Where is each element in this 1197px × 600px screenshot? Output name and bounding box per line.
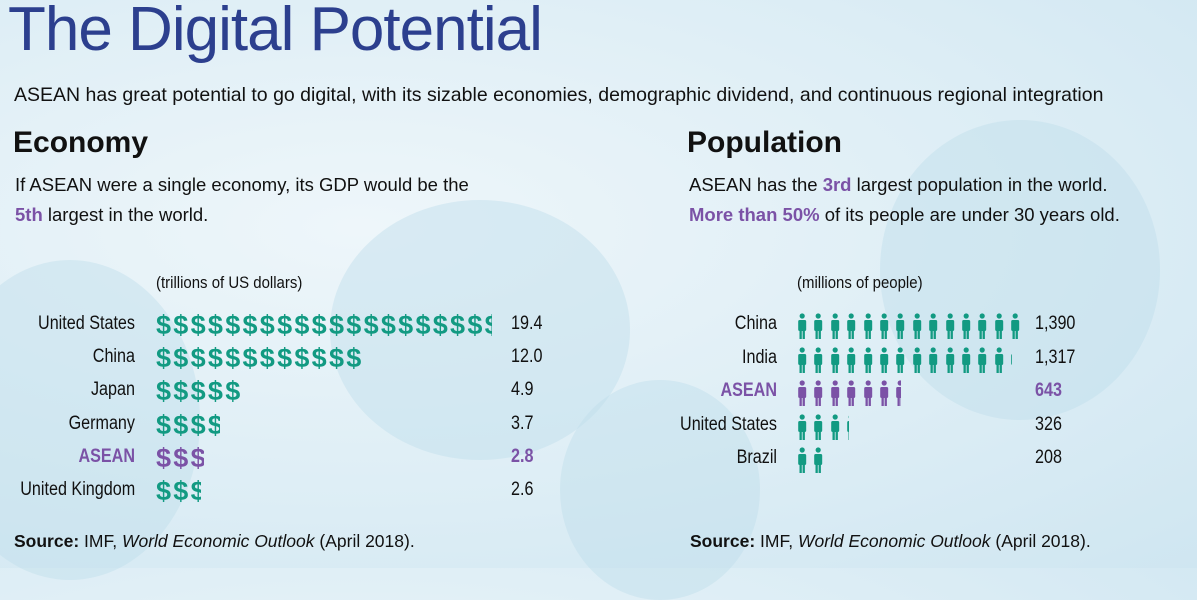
person-icon (911, 309, 927, 341)
person-icon (944, 309, 960, 341)
person-icon (976, 309, 992, 341)
person-icon (796, 343, 812, 375)
person-icon (927, 309, 943, 341)
value-label: 643 (1035, 380, 1062, 402)
economy-heading: Economy (13, 126, 148, 160)
value-label: 2.6 (511, 479, 533, 501)
person-icon (796, 443, 812, 475)
value-label: 1,390 (1035, 313, 1075, 335)
pictograph-bar (796, 309, 1024, 341)
person-icon (911, 343, 927, 375)
page-subtitle: ASEAN has great potential to go digital,… (14, 84, 1103, 107)
person-icon (878, 343, 894, 375)
category-label: ASEAN (117, 380, 777, 402)
person-icon (878, 376, 894, 408)
economy-source: Source: IMF, World Economic Outlook (Apr… (14, 531, 415, 552)
person-icon (829, 376, 845, 408)
person-icon (960, 309, 976, 341)
person-icon (862, 343, 878, 375)
category-label: Brazil (117, 447, 777, 469)
category-label: China (117, 313, 777, 335)
dollar-icon: $ (156, 475, 173, 507)
population-source: Source: IMF, World Economic Outlook (Apr… (690, 531, 1091, 552)
economy-text: If ASEAN were a single economy, its GDP … (15, 170, 535, 230)
person-icon (1009, 343, 1012, 375)
person-icon (993, 343, 1009, 375)
person-icon (829, 410, 845, 442)
category-label: United States (117, 414, 777, 436)
pictograph-bar (796, 343, 1012, 375)
person-icon (812, 443, 828, 475)
dollar-icon: $ (191, 475, 201, 507)
economy-unit-label: (trillions of US dollars) (156, 273, 302, 293)
person-icon (845, 410, 849, 442)
person-icon (927, 343, 943, 375)
person-icon (1009, 309, 1024, 341)
person-icon (812, 309, 828, 341)
person-icon (796, 376, 812, 408)
person-icon (894, 343, 910, 375)
person-icon (878, 309, 894, 341)
person-icon (845, 343, 861, 375)
person-icon (845, 376, 861, 408)
person-icon (845, 309, 861, 341)
person-icon (960, 343, 976, 375)
pictograph-bar (796, 410, 849, 442)
pictograph-bar (796, 376, 901, 408)
person-icon (812, 376, 828, 408)
population-unit-label: (millions of people) (797, 273, 923, 293)
category-label: India (117, 347, 777, 369)
value-label: 326 (1035, 414, 1062, 436)
person-icon (796, 309, 812, 341)
category-label: United Kingdom (20, 479, 135, 501)
value-label: 1,317 (1035, 347, 1075, 369)
person-icon (894, 309, 910, 341)
person-icon (829, 309, 845, 341)
person-icon (829, 343, 845, 375)
person-icon (862, 376, 878, 408)
page-title: The Digital Potential (8, 0, 542, 65)
person-icon (976, 343, 992, 375)
person-icon (796, 410, 812, 442)
dollar-icon: $ (173, 475, 190, 507)
value-label: 208 (1035, 447, 1062, 469)
person-icon (944, 343, 960, 375)
person-icon (812, 410, 828, 442)
person-icon (812, 343, 828, 375)
person-icon (862, 309, 878, 341)
person-icon (993, 309, 1009, 341)
pictograph-bar: $$$ (156, 475, 201, 507)
population-heading: Population (687, 126, 842, 160)
population-text: ASEAN has the 3rd largest population in … (689, 170, 1197, 230)
person-icon (829, 443, 830, 475)
pictograph-bar (796, 443, 830, 475)
person-icon (894, 376, 901, 408)
